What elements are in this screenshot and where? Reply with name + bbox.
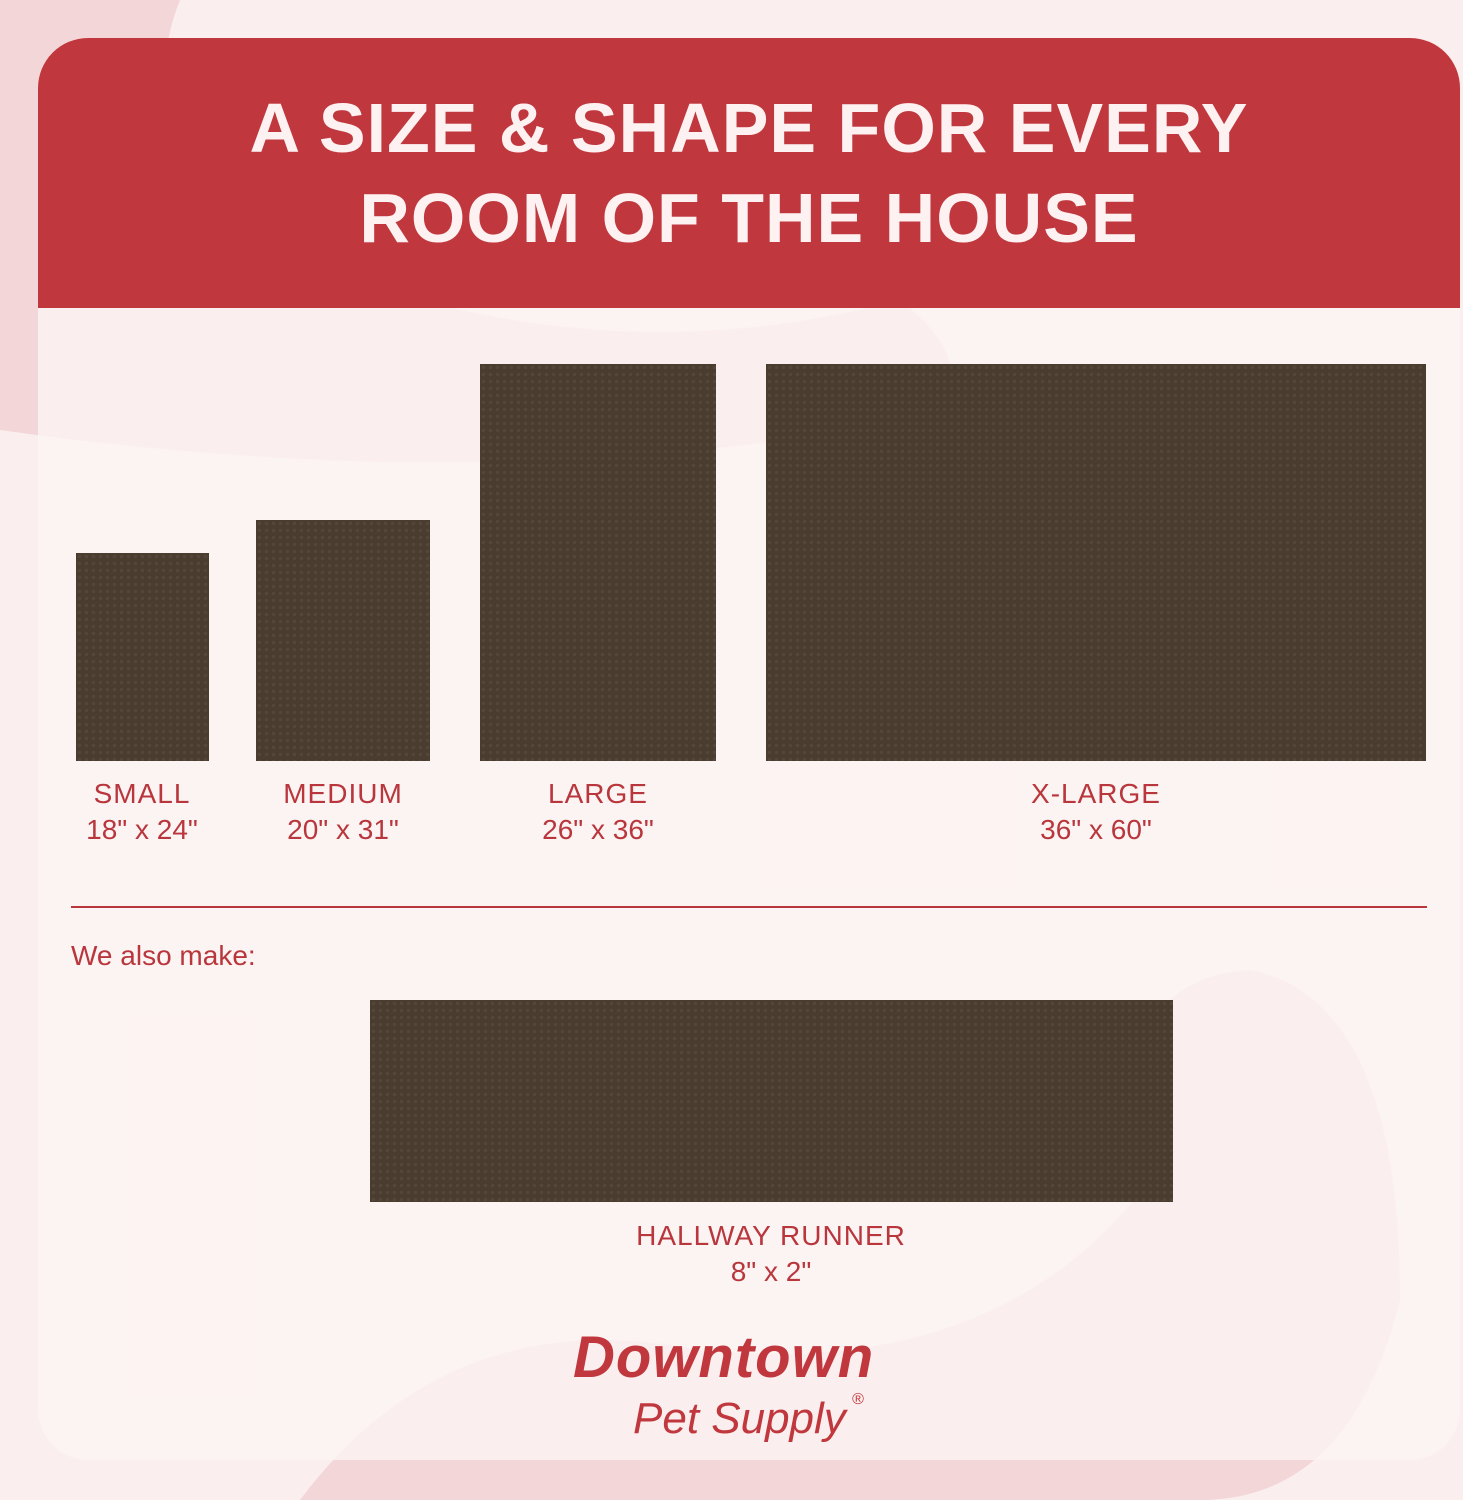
logo-text: Pet Supply <box>633 1394 846 1443</box>
size-name: HALLWAY RUNNER <box>636 1220 906 1251</box>
size-label-small: SMALL 18" x 24" <box>42 776 242 848</box>
size-label-x-large: X-LARGE 36" x 60" <box>996 776 1196 848</box>
size-name: X-LARGE <box>1031 778 1161 809</box>
size-dims: 26" x 36" <box>542 814 654 845</box>
also-make-label: We also make: <box>71 940 256 971</box>
infographic-card: A SIZE & SHAPE FOR EVERY ROOM OF THE HOU… <box>38 38 1460 1460</box>
registered-mark: ® <box>851 1391 864 1408</box>
size-name: LARGE <box>548 778 648 809</box>
size-name: SMALL <box>93 778 191 809</box>
page-title: A SIZE & SHAPE FOR EVERY ROOM OF THE HOU… <box>249 89 1249 257</box>
size-name: MEDIUM <box>283 778 403 809</box>
divider <box>71 906 1427 908</box>
mat-x-large <box>766 364 1426 761</box>
header-banner: A SIZE & SHAPE FOR EVERY ROOM OF THE HOU… <box>38 38 1460 308</box>
mat-small <box>76 553 209 761</box>
size-dims: 18" x 24" <box>86 814 198 845</box>
size-label-runner: HALLWAY RUNNER 8" x 2" <box>571 1218 971 1290</box>
size-dims: 8" x 2" <box>730 1256 812 1287</box>
brand-logo: Downtown Pet Supply ® <box>573 1324 874 1446</box>
logo-line1: Downtown <box>573 1325 875 1390</box>
size-dims: 36" x 60" <box>1040 814 1152 845</box>
mat-hallway-runner <box>370 1000 1173 1202</box>
logo-line2: Pet Supply ® <box>633 1392 874 1446</box>
size-label-medium: MEDIUM 20" x 31" <box>243 776 443 848</box>
mat-medium <box>256 520 430 761</box>
size-label-large: LARGE 26" x 36" <box>498 776 698 848</box>
size-dims: 20" x 31" <box>287 814 399 845</box>
mat-large <box>480 364 716 761</box>
